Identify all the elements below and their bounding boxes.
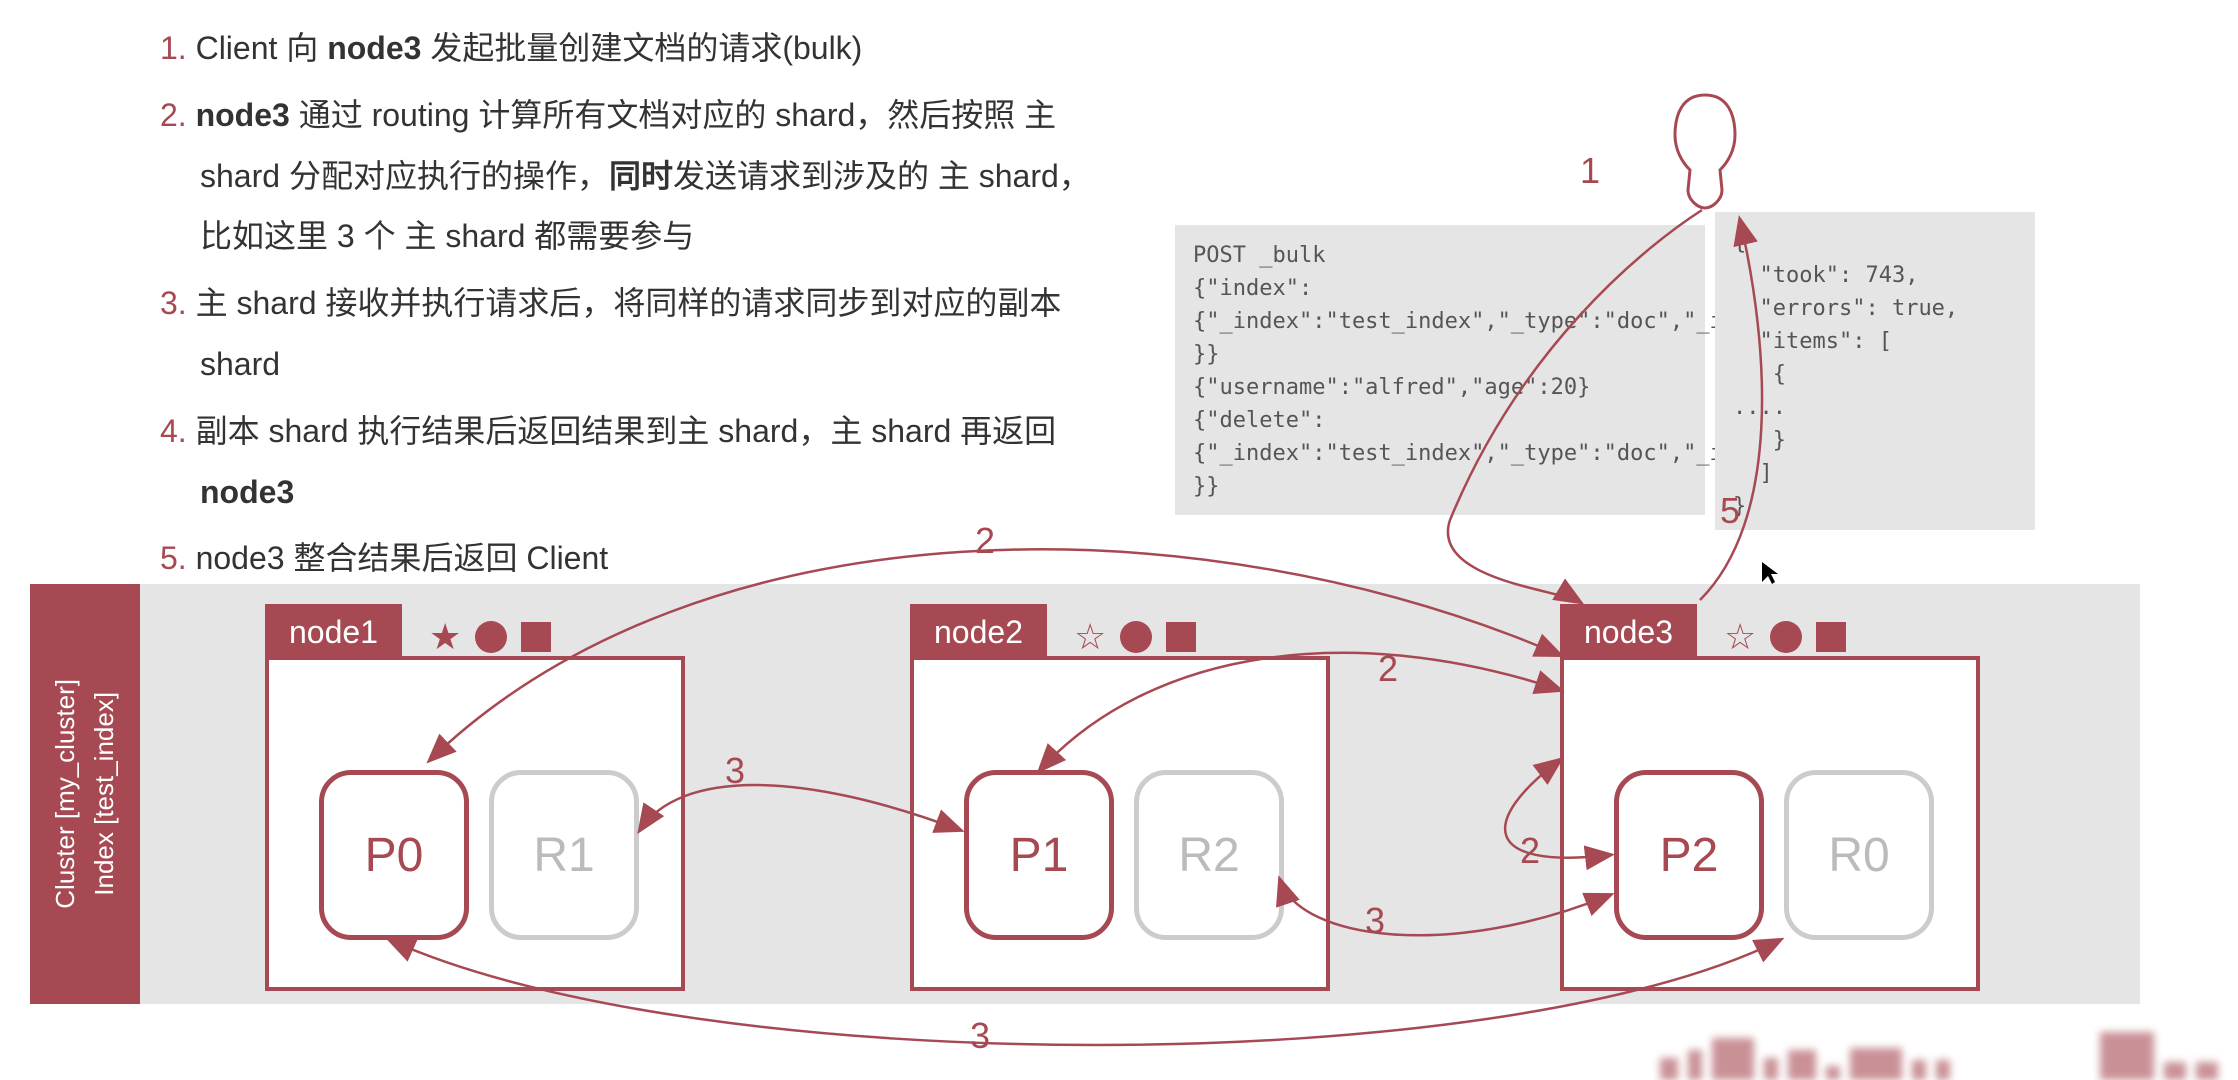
steps-list: 1. Client 向 node3 发起批量创建文档的请求(bulk)2. no… (160, 18, 1120, 595)
person-icon (1660, 90, 1750, 210)
shard-R1: R1 (489, 770, 639, 940)
node-box-node1: node1★P0R1 (265, 656, 685, 991)
arrow-label-a2a: 2 (975, 520, 995, 562)
step-item-3: 3. 主 shard 接收并执行请求后，将同样的请求同步到对应的副本 shard (160, 273, 1120, 395)
shard-R2: R2 (1134, 770, 1284, 940)
arrow-label-a1: 1 (1580, 150, 1600, 192)
footer-watermark (1518, 1030, 2218, 1080)
shard-R0: R0 (1784, 770, 1934, 940)
step-item-1: 1. Client 向 node3 发起批量创建文档的请求(bulk) (160, 18, 1120, 79)
star-icon: ★ (429, 616, 461, 658)
shard-P1: P1 (964, 770, 1114, 940)
arrow-label-a3a: 3 (725, 750, 745, 792)
step-item-2: 2. node3 通过 routing 计算所有文档对应的 shard，然后按照… (160, 85, 1120, 267)
response-code-box: { "took": 743, "errors": true, "items": … (1715, 212, 2035, 530)
circle-icon (475, 621, 507, 653)
node-indicators-node3: ☆ (1724, 616, 1846, 658)
node-tab-node3: node3 (1560, 604, 1697, 660)
request-code-box: POST _bulk {"index": {"_index":"test_ind… (1175, 225, 1705, 515)
shard-P2: P2 (1614, 770, 1764, 940)
cluster-label-bar: Cluster [my_cluster] Index [test_index] (30, 584, 140, 1004)
shard-P0: P0 (319, 770, 469, 940)
star-icon: ☆ (1074, 616, 1106, 658)
node-indicators-node2: ☆ (1074, 616, 1196, 658)
node-box-node2: node2☆P1R2 (910, 656, 1330, 991)
square-icon (521, 622, 551, 652)
arrow-label-a3b: 3 (1365, 900, 1385, 942)
mouse-cursor-icon (1760, 560, 1780, 593)
step-item-4: 4. 副本 shard 执行结果后返回结果到主 shard，主 shard 再返… (160, 401, 1120, 523)
node-indicators-node1: ★ (429, 616, 551, 658)
arrow-label-a3c: 3 (970, 1015, 990, 1057)
arrow-label-a5: 5 (1720, 490, 1740, 532)
square-icon (1166, 622, 1196, 652)
arrow-label-a2b: 2 (1378, 648, 1398, 690)
circle-icon (1770, 621, 1802, 653)
node-box-node3: node3☆P2R0 (1560, 656, 1980, 991)
star-icon: ☆ (1724, 616, 1756, 658)
node-tab-node1: node1 (265, 604, 402, 660)
node-tab-node2: node2 (910, 604, 1047, 660)
circle-icon (1120, 621, 1152, 653)
cluster-label-line2: Index [test_index] (85, 679, 124, 909)
square-icon (1816, 622, 1846, 652)
arrow-label-a2c: 2 (1520, 830, 1540, 872)
cluster-label-line1: Cluster [my_cluster] (46, 679, 85, 909)
